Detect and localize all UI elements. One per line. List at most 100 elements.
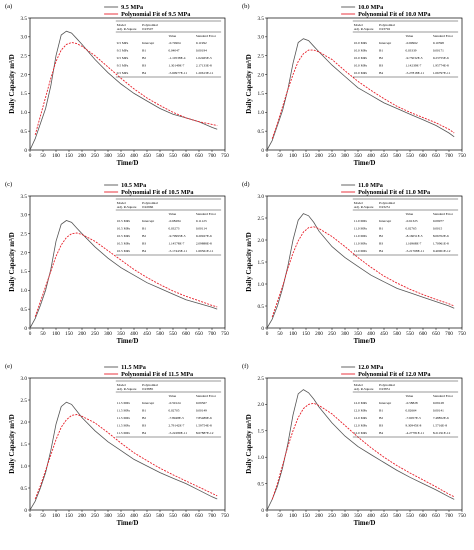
table-header-cell: Standard Error — [433, 34, 454, 38]
x-tick-label: 50 — [277, 513, 283, 519]
table-header-cell: Standard Error — [196, 34, 217, 38]
table-cell: 1.16968E-7 — [405, 242, 421, 246]
table-cell: 0.00114 — [196, 227, 207, 231]
y-tick-label: 0 — [261, 326, 264, 332]
table-cell: B3 — [379, 242, 383, 246]
x-tick-label: 0 — [266, 331, 269, 337]
x-tick-label: 700 — [208, 153, 216, 159]
x-tick-label: 400 — [130, 331, 138, 337]
table-cell: -8.16051E-5 — [405, 234, 422, 238]
x-tick-label: 300 — [104, 153, 112, 159]
y-tick-label: 1.0 — [21, 110, 28, 116]
table-cell: B3 — [142, 424, 146, 428]
x-tick-label: 250 — [91, 153, 99, 159]
x-tick-label: 450 — [380, 331, 388, 337]
table-cell: B3 — [379, 424, 383, 428]
y-tick-label: 1.0 — [258, 282, 265, 288]
x-tick-label: 50 — [40, 331, 46, 337]
table-cell: -9.73032E-5 — [405, 56, 422, 60]
table-cell: 11.0 MPa — [354, 227, 368, 231]
x-tick-label: 50 — [40, 513, 46, 519]
table-header-cell: 0.93251 — [379, 205, 390, 209]
x-tick-label: 400 — [367, 331, 375, 337]
y-axis-label: Daily Capacity m³/D — [9, 54, 16, 114]
x-tick-label: 100 — [289, 331, 297, 337]
table-cell: 0.11123 — [196, 219, 207, 223]
panel-label: (d) — [242, 181, 250, 188]
table-cell: Intercept — [379, 401, 391, 405]
table-header-cell: Adj. R-Square — [354, 387, 374, 391]
table-cell: Intercept — [142, 401, 154, 405]
x-tick-label: 700 — [445, 513, 453, 519]
x-tick-label: 300 — [341, 331, 349, 337]
x-tick-label: 250 — [328, 153, 336, 159]
table-cell: 9.5 MPa — [117, 49, 129, 53]
x-tick-label: 150 — [302, 331, 310, 337]
table-cell: Intercept — [379, 219, 391, 223]
y-tick-label: 0.5 — [258, 304, 265, 310]
y-tick-label: 1.5 — [21, 269, 28, 275]
y-axis-label: Daily Capacity m³/D — [9, 414, 16, 474]
y-tick-label: 2.0 — [258, 72, 265, 78]
plot-frame — [266, 377, 463, 511]
x-tick-label: 750 — [458, 331, 466, 337]
x-axis-label: Time/D — [354, 520, 376, 527]
panel-label: (e) — [5, 363, 12, 370]
x-tick-label: 100 — [52, 331, 60, 337]
x-tick-label: 150 — [302, 153, 310, 159]
table-header-cell: Adj. R-Square — [354, 27, 374, 31]
y-tick-label: 2.5 — [21, 398, 28, 404]
y-axis-label: Daily Capacity m³/D — [246, 414, 253, 474]
y-tick-label: 3.0 — [21, 213, 28, 219]
x-tick-label: 150 — [65, 153, 73, 159]
x-tick-label: 50 — [277, 331, 283, 337]
x-tick-label: 200 — [315, 513, 323, 519]
chart-panel-1: 0 50 100 150 200 250 300 350 400 450 500 550 600 650 7… — [5, 3, 229, 167]
x-tick-label: 650 — [195, 331, 203, 337]
table-cell: -0.74904 — [168, 41, 180, 45]
x-tick-label: 300 — [341, 513, 349, 519]
fit-series-line — [34, 232, 218, 317]
x-tick-label: 650 — [195, 513, 203, 519]
x-tick-label: 400 — [367, 153, 375, 159]
y-tick-label: 2.0 — [21, 420, 28, 426]
table-cell: -9.79993E-5 — [168, 234, 185, 238]
table-cell: B1 — [379, 227, 383, 231]
table-cell: 9.23755E-6 — [433, 56, 449, 60]
legend-entry: 10.0 MPa — [358, 4, 383, 11]
y-axis-label: Daily Capacity m³/D — [246, 232, 253, 292]
fit-series-line — [271, 402, 455, 500]
table-cell: 10.5 MPa — [117, 242, 131, 246]
table-cell: 0.02705 — [168, 409, 179, 413]
table-header-cell: Model — [354, 23, 363, 27]
fit-parameter-table: Model Polynomial Adj. R-Square 0.93851 Value… — [352, 380, 459, 438]
table-cell: 10.5 MPa — [117, 227, 131, 231]
table-cell: B2 — [379, 234, 383, 238]
table-cell: -0.68284 — [168, 219, 180, 223]
y-tick-label: 3.0 — [258, 35, 265, 41]
table-header-cell: Model — [117, 383, 126, 387]
table-header-cell: Polynomial — [379, 23, 395, 27]
plot-frame — [266, 17, 463, 151]
x-tick-label: 450 — [143, 331, 151, 337]
table-cell: -0.58828 — [405, 401, 417, 405]
fit-series-line — [34, 414, 218, 500]
table-cell: -5.17443E-11 — [168, 249, 187, 253]
x-axis-label: Time/D — [354, 160, 376, 167]
x-tick-label: 500 — [393, 513, 401, 519]
x-tick-label: 700 — [445, 331, 453, 337]
table-cell: B3 — [142, 64, 146, 68]
x-tick-label: 350 — [354, 331, 362, 337]
table-cell: 1.69561E-11 — [196, 249, 214, 253]
chart-panel-3: 0 50 100 150 200 250 300 350 400 450 500 550 600 650 7… — [5, 181, 229, 345]
table-cell: B1 — [142, 409, 146, 413]
y-tick-label: 0 — [24, 326, 27, 332]
table-cell: B1 — [142, 49, 146, 53]
table-cell: 0.11992 — [196, 41, 207, 45]
table-cell: 1.02465E-5 — [196, 56, 212, 60]
table-header-cell: 0.93507 — [142, 27, 153, 31]
table-cell: 0.10598 — [433, 41, 444, 45]
x-tick-label: 450 — [143, 153, 151, 159]
table-cell: 11.5 MPa — [117, 409, 131, 413]
table-cell: -7.8948E-5 — [168, 416, 184, 420]
